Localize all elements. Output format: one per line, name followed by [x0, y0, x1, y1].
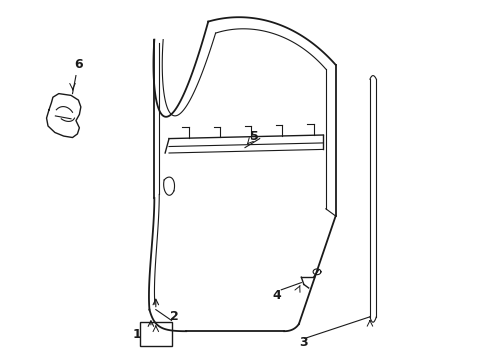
Bar	[140, 322, 171, 346]
Text: 5: 5	[250, 130, 259, 143]
Text: 4: 4	[272, 289, 281, 302]
Text: 3: 3	[299, 336, 308, 348]
Text: 1: 1	[133, 328, 142, 341]
Text: 2: 2	[170, 310, 178, 323]
Text: 6: 6	[74, 58, 83, 71]
